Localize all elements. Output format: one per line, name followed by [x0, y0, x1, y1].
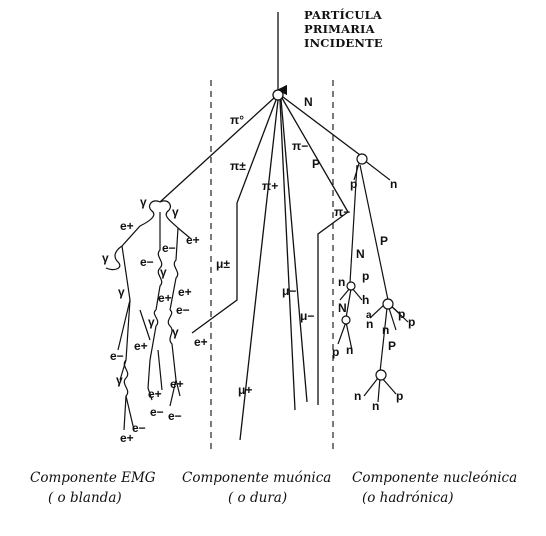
label-e-minus-3: e−: [176, 303, 190, 317]
label-P-3: P: [388, 339, 396, 353]
label-n-5: n: [382, 323, 389, 337]
caption-nucleon-title: Componente nucleónica: [352, 470, 518, 486]
label-gamma-8: γ: [116, 373, 123, 387]
label-mu-minus-1: μ−: [282, 284, 296, 298]
label-e-minus-2: e−: [162, 241, 176, 255]
caption-emg-sub: ( o blanda): [48, 490, 122, 506]
label-p-3: p: [332, 345, 339, 359]
label-e-plus-6: e+: [134, 339, 148, 353]
label-pi-minus: π−: [292, 139, 308, 153]
vertex-nucleon-5: [375, 369, 387, 381]
label-pi-pm: π±: [230, 159, 246, 173]
nucleonic-vertices: [341, 153, 394, 381]
label-gamma-4: γ: [118, 285, 125, 299]
header-line-1: PARTÍCULA: [304, 8, 383, 22]
label-P-main: P: [312, 157, 320, 171]
label-P-2: P: [380, 234, 388, 248]
label-n-6: n: [354, 389, 361, 403]
label-e-minus-4: e−: [110, 349, 124, 363]
caption-muon-sub: ( o dura): [228, 490, 288, 506]
label-e-plus-5: e+: [194, 335, 208, 349]
nucleonic-tracks: [337, 159, 409, 403]
label-mu-plus: μ+: [238, 383, 252, 397]
label-p-5: p: [408, 315, 415, 329]
label-N-main: N: [304, 95, 313, 109]
label-e-plus-4: e+: [178, 285, 192, 299]
vertex-nucleon-2: [346, 281, 356, 291]
label-mu-minus-2: μ−: [300, 309, 314, 323]
label-gamma-3: γ: [102, 251, 109, 265]
header-line-2: PRIMARIA: [304, 22, 375, 36]
label-e-minus-5: e−: [150, 405, 164, 419]
primary-tracks: [159, 96, 361, 441]
label-N-3: N: [338, 301, 347, 315]
label-e-plus-1: e+: [120, 219, 134, 233]
label-p-4: p: [398, 307, 405, 321]
label-gamma-7: γ: [172, 325, 179, 339]
label-p-2: p: [362, 269, 369, 283]
label-mu-pm: μ±: [216, 257, 230, 271]
label-n-7: n: [372, 399, 379, 413]
first-interaction-vertex: [272, 89, 284, 101]
header-line-3: INCIDENTE: [304, 36, 383, 50]
label-p-1: p: [350, 177, 357, 191]
label-pi-plus: π+: [262, 179, 278, 193]
label-gamma-2: γ: [172, 205, 179, 219]
label-e-plus-8: e+: [170, 377, 184, 391]
label-pi-zero: π°: [230, 113, 244, 127]
label-N-2: N: [356, 247, 365, 261]
label-e-plus-7: e+: [148, 387, 162, 401]
label-a: a: [366, 310, 372, 321]
caption-muon-title: Componente muónica: [182, 470, 332, 486]
label-e-minus-1: e−: [140, 255, 154, 269]
label-p-6: p: [396, 389, 403, 403]
label-e-minus-7: e−: [132, 421, 146, 435]
label-n-1: n: [390, 177, 397, 191]
caption-emg-title: Componente EMG: [30, 470, 156, 486]
caption-nucleon-sub: (o hadrónica): [362, 490, 454, 506]
vertex-nucleon-3: [341, 315, 351, 325]
label-n-3: n: [346, 343, 353, 357]
vertex-nucleon-1: [356, 153, 368, 165]
label-e-minus-6: e−: [168, 409, 182, 423]
label-gamma-5: γ: [160, 265, 167, 279]
label-h: h: [362, 293, 369, 307]
vertex-nucleon-4: [382, 298, 394, 310]
label-e-plus-9: e+: [120, 431, 134, 445]
label-gamma-6: γ: [148, 315, 155, 329]
label-gamma-1: γ: [140, 195, 147, 209]
label-n-4: n: [366, 317, 373, 331]
label-e-plus-2: e+: [186, 233, 200, 247]
label-pi-minus-2: π−: [334, 205, 350, 219]
emg-tracks: [105, 200, 191, 431]
label-e-plus-3: e+: [158, 291, 172, 305]
label-n-2: n: [338, 275, 345, 289]
